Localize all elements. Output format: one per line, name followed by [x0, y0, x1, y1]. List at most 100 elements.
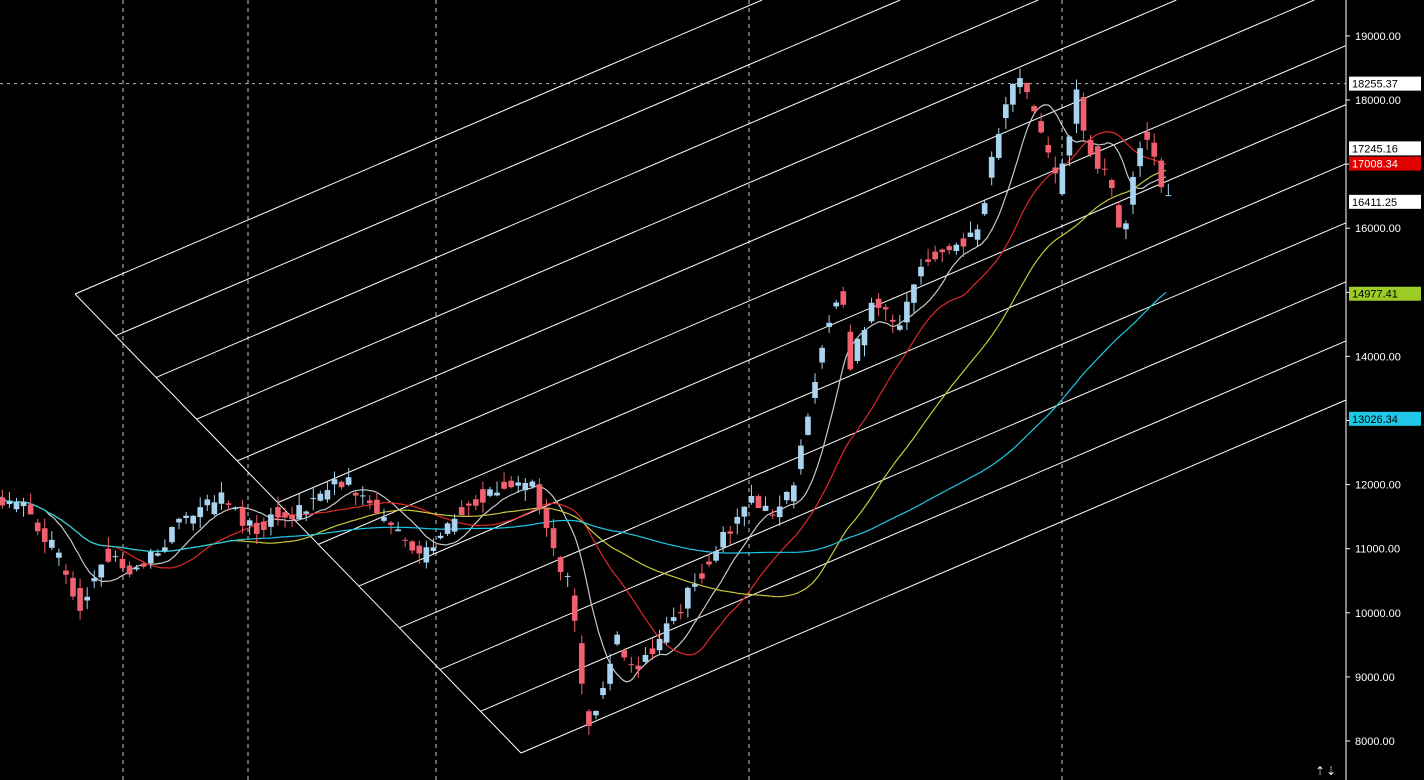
candle-body: [706, 561, 712, 565]
price-badges: 18255.37 17245.16 17008.34 16411.25 14977.41…: [1349, 76, 1421, 426]
channel-line: [318, 104, 1347, 545]
candle-body: [190, 515, 196, 524]
candle-body: [713, 551, 719, 561]
candle-body: [282, 512, 288, 518]
candle-body: [1101, 168, 1108, 170]
price-badge-box: [1349, 141, 1421, 156]
candle-body: [317, 493, 324, 501]
candle-body: [34, 522, 41, 532]
scroll-arrows-icon[interactable]: ⇡⇣: [1315, 764, 1338, 778]
candle-body: [974, 229, 981, 240]
candle-body: [6, 501, 13, 505]
moving-average-20: [0, 104, 1167, 683]
candle-body: [798, 445, 804, 470]
candle-body: [458, 507, 465, 516]
candle-body: [126, 565, 133, 575]
candle-body: [776, 506, 783, 518]
candle-body: [133, 567, 140, 570]
candle-body: [0, 497, 6, 506]
candle-body: [1038, 121, 1044, 133]
candle-body: [861, 330, 868, 346]
price-badge-label: 18255.37: [1352, 79, 1398, 91]
candle-body: [338, 481, 345, 488]
candle-body: [27, 504, 34, 515]
price-badge-label: 17245.16: [1352, 143, 1398, 155]
candle-body: [564, 575, 571, 577]
price-tick-label: 8000.00: [1355, 736, 1395, 748]
candle-body: [586, 711, 592, 727]
moving-average-100: [0, 169, 1167, 598]
candle-body: [515, 482, 522, 486]
price-badge-box: [1349, 156, 1421, 171]
candle-body: [826, 322, 832, 327]
price-tick-label: 12000.00: [1355, 480, 1401, 492]
candle-body: [465, 503, 472, 506]
price-tick-label: 10000.00: [1355, 608, 1401, 620]
candle-body: [833, 302, 840, 307]
candle-body: [402, 539, 408, 541]
candle-body: [953, 244, 960, 252]
candle-body: [621, 650, 628, 658]
candle-body: [56, 552, 62, 558]
candle-body: [169, 527, 175, 543]
candle-body: [494, 492, 500, 496]
candle-body: [70, 577, 76, 597]
candle-body: [98, 564, 105, 578]
channel-baseline: [74, 293, 522, 754]
candle-body: [359, 495, 366, 497]
candle-body: [734, 516, 741, 524]
candle-body: [444, 523, 451, 534]
price-badge-box: [1349, 411, 1421, 426]
candle-body: [324, 490, 331, 500]
price-badge-label: 16411.25: [1352, 197, 1397, 209]
candle-body: [946, 246, 953, 251]
candle-body: [649, 648, 656, 655]
candle-body: [472, 499, 479, 506]
candle-body: [487, 489, 493, 496]
candle-body: [331, 479, 338, 485]
channel-line: [74, 0, 763, 295]
candle-body: [366, 500, 373, 504]
candle-body: [543, 508, 550, 529]
candle-body: [875, 298, 882, 308]
candle-body: [437, 535, 444, 539]
candle-body: [635, 665, 642, 670]
candle-body: [1073, 89, 1080, 124]
candle-body: [614, 634, 620, 645]
candle-body: [1080, 97, 1087, 131]
candle-body: [967, 232, 974, 237]
candle-body: [395, 529, 401, 532]
candle-body: [225, 503, 232, 505]
candle-body: [91, 578, 98, 582]
candle-body: [755, 496, 762, 509]
candle-body: [720, 531, 726, 548]
candle-body: [289, 515, 295, 520]
candle-body: [84, 596, 90, 601]
moving-average-200: [0, 291, 1167, 554]
candle-body: [571, 595, 578, 621]
candle-body: [896, 325, 903, 330]
candle-body: [41, 528, 48, 543]
candle-body: [812, 381, 818, 399]
price-tick-label: 11000.00: [1355, 544, 1400, 556]
candle-body: [140, 563, 147, 567]
candle-body: [932, 251, 938, 260]
candle-body: [1002, 104, 1009, 119]
candle-body: [1066, 136, 1073, 156]
channel-line: [115, 0, 901, 337]
candle-body: [783, 491, 790, 501]
candle-body: [1144, 131, 1150, 140]
candle-body: [607, 663, 613, 684]
candle-body: [451, 518, 458, 532]
price-tick-label: 18000.00: [1355, 95, 1401, 107]
candle-body: [501, 481, 507, 489]
candle-body: [847, 331, 854, 370]
pitchfork-channel-lines: [74, 0, 1347, 754]
candle-body: [904, 301, 910, 323]
channel-line: [277, 45, 1347, 504]
candle-body: [988, 156, 995, 178]
candle-body: [960, 238, 967, 247]
candle-body: [1059, 163, 1066, 195]
